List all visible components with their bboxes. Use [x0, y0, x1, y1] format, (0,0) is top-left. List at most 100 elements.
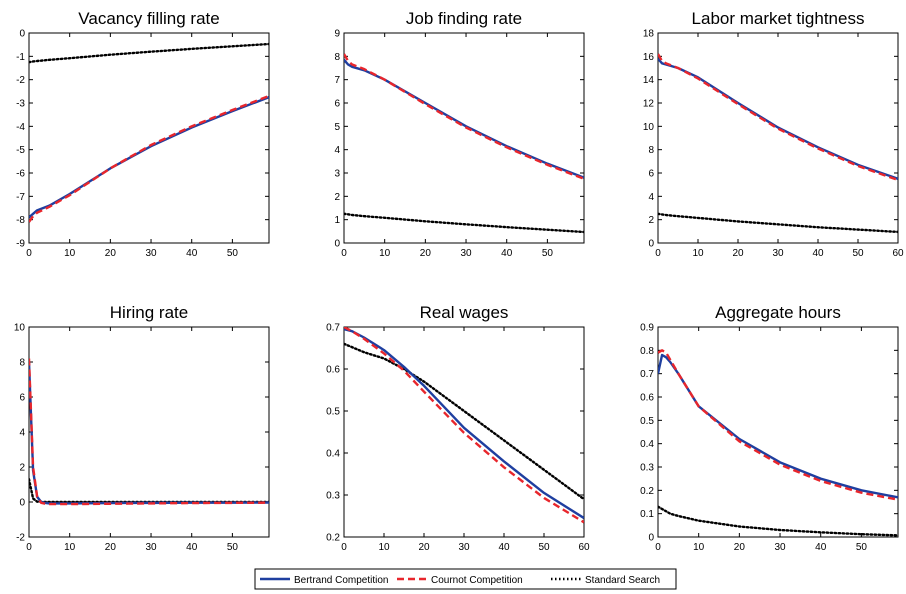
chart-panel-6: Aggregate hours 0 10 20 30 40 50 0 0.1 0.2 0.3 0.4 0… [640, 303, 899, 553]
x-tick-label: 20 [732, 248, 744, 259]
chart-title: Vacancy filling rate [78, 9, 219, 28]
chart-panel-3: Labor market tightness 0 10 20 30 40 50 60 0 2 4 6 8… [643, 9, 904, 259]
x-tick-label: 50 [538, 542, 550, 553]
y-tick-label: 0.6 [640, 393, 654, 404]
chart-title: Hiring rate [110, 303, 188, 322]
x-tick-label: 20 [105, 248, 117, 259]
legend-label-standard: Standard Search [585, 575, 660, 586]
x-tick-label: 0 [655, 542, 661, 553]
x-tick-label: 0 [26, 542, 32, 553]
x-tick-label: 30 [460, 248, 472, 259]
x-tick-label: 10 [692, 248, 704, 259]
x-tick-label: 20 [105, 542, 117, 553]
y-tick-label: 9 [334, 29, 340, 40]
x-tick-label: 20 [418, 542, 430, 553]
x-tick-label: 10 [379, 248, 391, 259]
x-tick-label: 30 [145, 542, 157, 553]
y-tick-label: 0 [334, 239, 340, 250]
x-tick-label: 30 [145, 248, 157, 259]
x-tick-label: 40 [186, 542, 198, 553]
series-line-standard [658, 212, 898, 234]
x-tick-label: 10 [64, 542, 76, 553]
y-tick-label: 2 [334, 192, 340, 203]
x-tick-label: 40 [812, 248, 824, 259]
y-tick-label: 14 [643, 75, 655, 86]
plot-area [28, 326, 270, 538]
x-tick-label: 40 [815, 542, 827, 553]
y-tick-label: -4 [16, 122, 25, 133]
x-tick-label: 30 [772, 248, 784, 259]
y-tick-label: 8 [334, 52, 340, 63]
legend: Bertrand Competition Cournot Competition… [254, 568, 677, 590]
legend-label-bertrand: Bertrand Competition [294, 575, 389, 586]
y-tick-label: 0.4 [326, 449, 340, 460]
x-tick-label: 30 [774, 542, 786, 553]
y-tick-label: 1 [334, 215, 340, 226]
y-tick-label: 4 [19, 428, 25, 439]
x-tick-label: 20 [420, 248, 432, 259]
y-tick-label: 0 [648, 239, 654, 250]
series-line-standard [29, 42, 269, 64]
plot-area [657, 32, 899, 244]
y-tick-label: 0.7 [326, 323, 340, 334]
y-tick-label: -2 [16, 75, 25, 86]
y-tick-label: -8 [16, 215, 25, 226]
y-tick-label: 2 [19, 463, 25, 474]
x-tick-label: 50 [542, 248, 554, 259]
x-tick-label: 40 [498, 542, 510, 553]
x-tick-label: 30 [458, 542, 470, 553]
y-tick-label: 0.6 [326, 365, 340, 376]
y-tick-label: -7 [16, 192, 25, 203]
y-tick-label: 4 [334, 145, 340, 156]
y-tick-label: 3 [334, 169, 340, 180]
y-tick-label: 18 [643, 29, 655, 40]
y-tick-label: 8 [648, 145, 654, 156]
x-tick-label: 60 [892, 248, 904, 259]
y-tick-label: -2 [16, 533, 25, 544]
chart-title: Labor market tightness [692, 9, 865, 28]
y-tick-label: 4 [648, 192, 654, 203]
x-tick-label: 10 [693, 542, 705, 553]
y-tick-label: 0.5 [640, 416, 654, 427]
plot-area [28, 32, 270, 244]
x-tick-label: 0 [26, 248, 32, 259]
y-tick-label: 0.7 [640, 369, 654, 380]
y-tick-label: 16 [643, 52, 655, 63]
y-tick-label: -5 [16, 145, 25, 156]
y-tick-label: 0.2 [326, 533, 340, 544]
series-line-cournot [658, 349, 898, 501]
y-tick-label: -9 [16, 239, 25, 250]
y-tick-label: -3 [16, 99, 25, 110]
chart-panel-5: Real wages 0 10 20 30 40 50 60 0.2 0.3 0.4 0.5 0.6 0.… [326, 303, 590, 553]
series-line-cournot [29, 94, 269, 223]
x-tick-label: 10 [64, 248, 76, 259]
series-line-standard [658, 505, 898, 537]
legend-label-cournot: Cournot Competition [431, 575, 523, 586]
x-tick-label: 0 [341, 248, 347, 259]
series-line-cournot [344, 327, 584, 524]
chart-panel-1: Vacancy filling rate 0 10 20 30 40 50 -9 -8 -7 -6 -… [16, 9, 270, 259]
y-tick-label: 0.4 [640, 439, 654, 450]
y-tick-label: 0.5 [326, 407, 340, 418]
x-tick-label: 0 [341, 542, 347, 553]
y-tick-label: 0.3 [326, 491, 340, 502]
x-tick-label: 50 [227, 542, 239, 553]
series-line-cournot [658, 53, 898, 182]
plot-area [343, 32, 585, 244]
x-tick-label: 20 [734, 542, 746, 553]
x-tick-label: 60 [578, 542, 590, 553]
chart-title: Real wages [420, 303, 509, 322]
y-tick-label: 8 [19, 358, 25, 369]
x-tick-label: 0 [655, 248, 661, 259]
y-tick-label: 0.1 [640, 509, 654, 520]
y-tick-label: 0 [19, 498, 25, 509]
y-tick-label: 10 [643, 122, 655, 133]
series-line-cournot [344, 53, 584, 180]
series-line-standard [344, 212, 584, 234]
y-tick-label: 12 [643, 99, 655, 110]
y-tick-label: 0 [648, 533, 654, 544]
y-tick-label: 5 [334, 122, 340, 133]
y-tick-label: 6 [334, 99, 340, 110]
